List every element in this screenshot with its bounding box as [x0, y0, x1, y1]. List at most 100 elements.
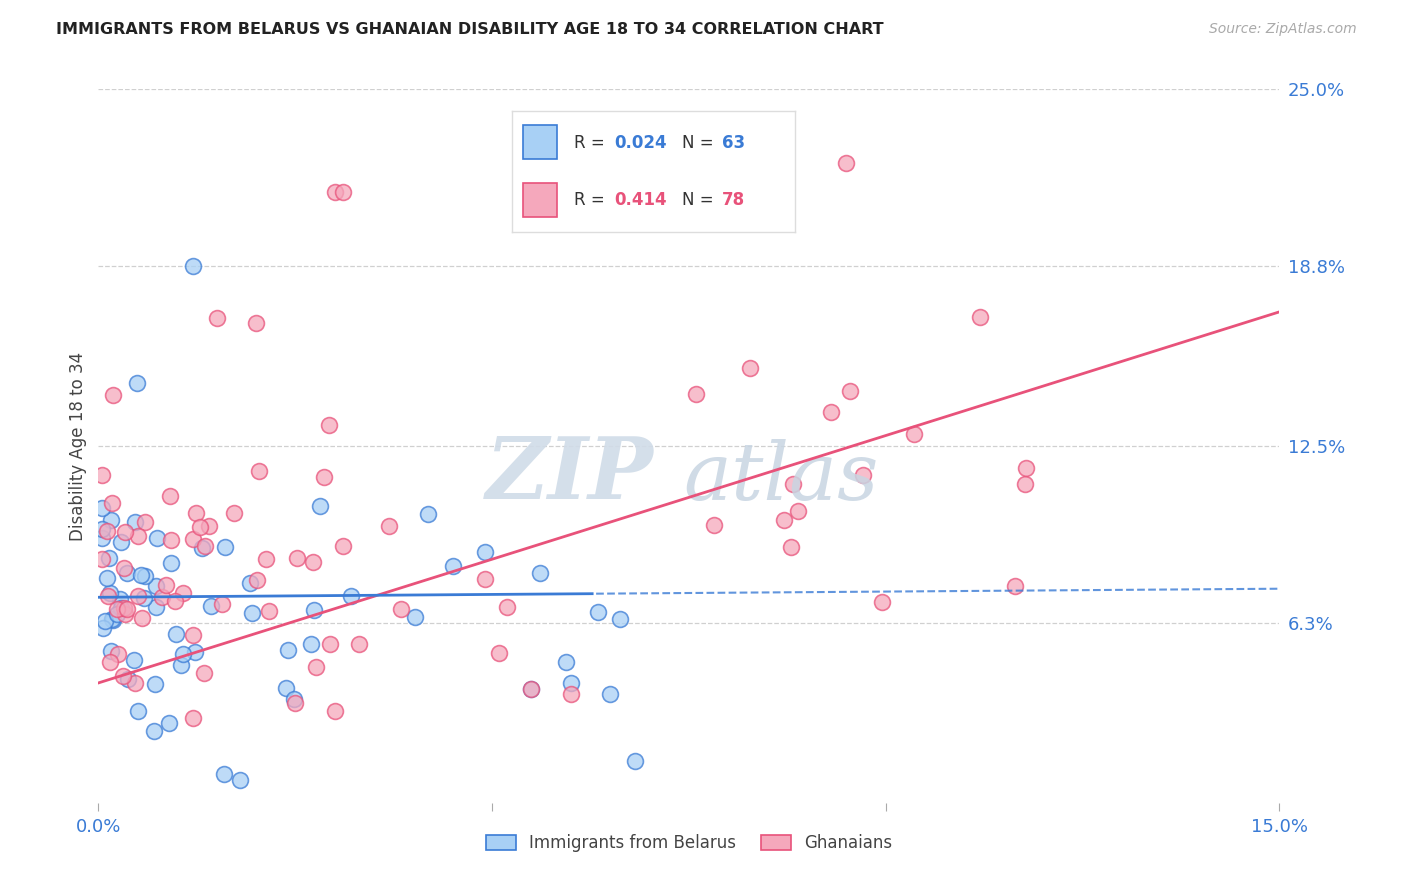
Point	[740, 361, 762, 376]
Point	[283, 692, 305, 706]
Point	[1015, 460, 1038, 475]
Point	[100, 513, 122, 527]
Point	[98, 550, 121, 565]
Point	[599, 687, 621, 701]
Point	[112, 601, 135, 615]
Point	[623, 754, 645, 768]
Point	[181, 533, 204, 547]
Point	[91, 531, 114, 545]
Point	[835, 156, 858, 170]
Point	[170, 658, 193, 673]
Point	[98, 586, 121, 600]
Point	[560, 676, 582, 690]
Point	[101, 496, 124, 510]
Point	[404, 610, 426, 624]
Point	[91, 621, 114, 635]
Point	[105, 601, 128, 615]
Point	[91, 522, 114, 536]
Point	[159, 490, 181, 504]
Point	[285, 551, 308, 566]
Text: IMMIGRANTS FROM BELARUS VS GHANAIAN DISABILITY AGE 18 TO 34 CORRELATION CHART: IMMIGRANTS FROM BELARUS VS GHANAIAN DISA…	[56, 22, 884, 37]
Point	[97, 589, 120, 603]
Point	[103, 613, 125, 627]
Point	[560, 687, 582, 701]
Point	[347, 637, 370, 651]
Point	[146, 531, 169, 545]
Point	[184, 645, 207, 659]
Point	[114, 525, 136, 540]
Point	[257, 604, 280, 618]
Point	[323, 185, 346, 199]
Legend: Immigrants from Belarus, Ghanaians: Immigrants from Belarus, Ghanaians	[479, 828, 898, 859]
Point	[150, 590, 173, 604]
Point	[100, 644, 122, 658]
Point	[110, 600, 132, 615]
Point	[160, 556, 183, 570]
Point	[488, 646, 510, 660]
Point	[782, 476, 804, 491]
Point	[145, 579, 167, 593]
Point	[115, 602, 138, 616]
Point	[157, 715, 180, 730]
Point	[91, 467, 114, 482]
Point	[239, 576, 262, 591]
Point	[134, 569, 156, 583]
Point	[240, 606, 263, 620]
Point	[520, 681, 543, 696]
Point	[103, 388, 125, 402]
Point	[163, 594, 186, 608]
Point	[302, 555, 325, 569]
Point	[127, 589, 149, 603]
Point	[323, 705, 346, 719]
Point	[110, 535, 132, 549]
Text: ZIP: ZIP	[485, 433, 654, 516]
Point	[839, 384, 862, 398]
Point	[124, 515, 146, 529]
Point	[222, 506, 245, 520]
Point	[1004, 579, 1026, 593]
Point	[188, 520, 211, 534]
Point	[107, 647, 129, 661]
Point	[181, 259, 204, 273]
Point	[122, 652, 145, 666]
Point	[94, 614, 117, 628]
Point	[314, 470, 336, 484]
Point	[305, 660, 328, 674]
Point	[124, 676, 146, 690]
Point	[143, 676, 166, 690]
Point	[703, 518, 725, 533]
Point	[496, 600, 519, 615]
Point	[173, 647, 195, 661]
Point	[254, 552, 277, 566]
Point	[872, 594, 894, 608]
Point	[609, 612, 631, 626]
Point	[131, 611, 153, 625]
Point	[586, 606, 609, 620]
Text: atlas: atlas	[683, 440, 879, 516]
Point	[96, 571, 118, 585]
Point	[685, 387, 707, 401]
Point	[127, 529, 149, 543]
Y-axis label: Disability Age 18 to 34: Disability Age 18 to 34	[69, 351, 87, 541]
Point	[529, 566, 551, 580]
Point	[302, 603, 325, 617]
Point	[142, 724, 165, 739]
Point	[181, 627, 204, 641]
Point	[520, 681, 543, 696]
Point	[114, 607, 136, 621]
Point	[91, 501, 114, 516]
Point	[852, 467, 875, 482]
Point	[117, 672, 139, 686]
Point	[969, 310, 991, 324]
Point	[131, 567, 153, 582]
Point	[111, 669, 134, 683]
Point	[172, 586, 194, 600]
Point	[134, 516, 156, 530]
Point	[105, 607, 128, 621]
Point	[193, 666, 215, 681]
Point	[214, 540, 236, 554]
Point	[474, 545, 496, 559]
Point	[194, 539, 217, 553]
Point	[247, 464, 270, 478]
Point	[389, 602, 412, 616]
